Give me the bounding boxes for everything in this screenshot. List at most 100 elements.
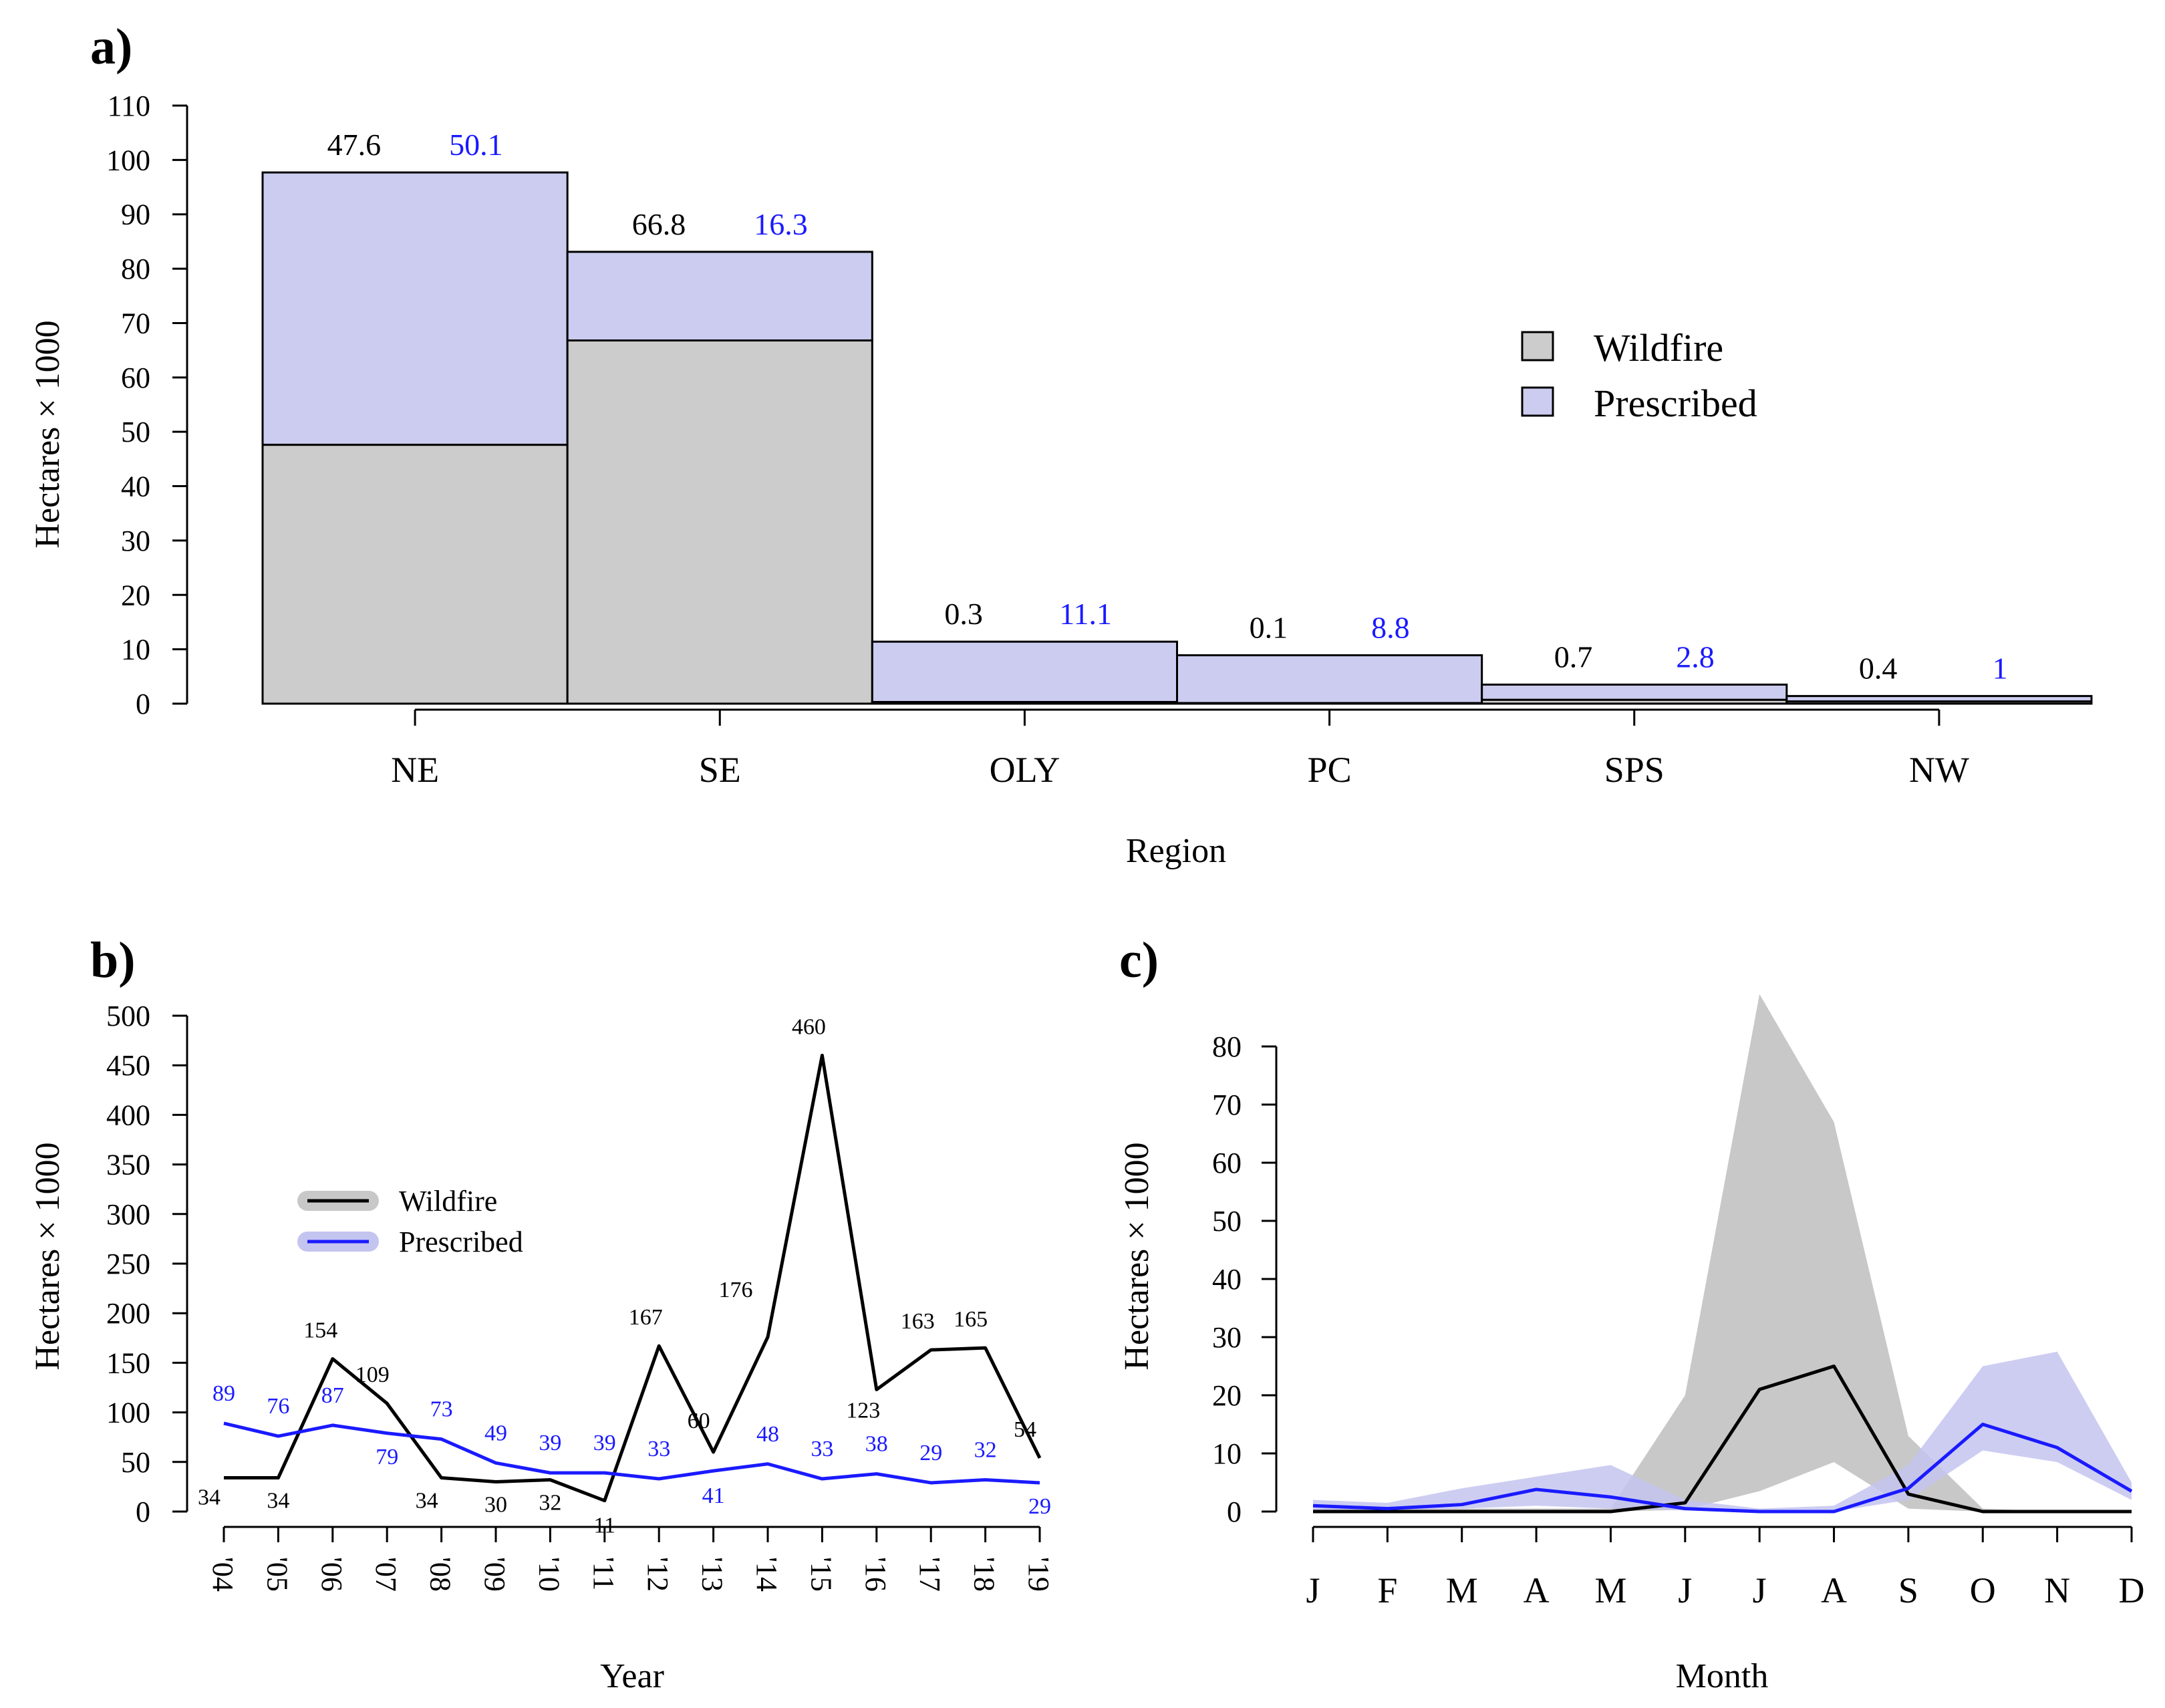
legend-swatch-wildfire <box>1521 331 1554 362</box>
panel-b-x-tick-label: '11 <box>587 1557 620 1590</box>
panel-a-y-tick-label: 70 <box>121 307 150 339</box>
point-label-wildfire: 32 <box>539 1491 561 1516</box>
panel-b-y-tick-label: 50 <box>121 1446 150 1479</box>
panel-b-x-tick-label: '10 <box>533 1557 565 1592</box>
panel-c-y-tick-label: 30 <box>1212 1321 1242 1354</box>
panel-c-x-tick-label: S <box>1898 1570 1918 1610</box>
panel-c-x-tick-label: J <box>1753 1570 1767 1610</box>
panel-b-legend: Wildfire Prescribed <box>297 1185 523 1258</box>
value-label-wildfire-ne: 47.6 <box>327 128 382 162</box>
panel-c-x-tick-label: M <box>1594 1570 1626 1610</box>
panel-b-lines <box>223 1053 1042 1503</box>
panel-b-y-axis: 0 50 100 150 200 250 300 350 400 450 500 <box>106 1000 188 1528</box>
panel-c-x-tick-label: A <box>1821 1570 1847 1610</box>
point-label-wildfire: 34 <box>416 1489 438 1514</box>
value-label-prescribed-pc: 8.8 <box>1371 611 1410 645</box>
band-wildfire <box>1313 994 2132 1512</box>
bar-prescribed-se <box>566 251 873 341</box>
panel-b-y-tick-label: 250 <box>106 1248 150 1280</box>
point-label-prescribed: 32 <box>974 1438 997 1463</box>
value-label-wildfire-nw: 0.4 <box>1859 652 1898 686</box>
legend-label-prescribed: Prescribed <box>1594 382 1757 425</box>
panel-b-y-tick-label: 400 <box>106 1099 150 1131</box>
panel-b-x-axis-title: Year <box>600 1657 664 1695</box>
panel-b-y-tick-label: 350 <box>106 1149 150 1181</box>
panel-b-chart: b) 0 50 100 150 200 250 300 350 400 450 500 '04 '05… <box>29 932 1055 1695</box>
panel-c-x-tick-label: O <box>1970 1570 1996 1610</box>
line-prescribed <box>1312 1423 2133 1514</box>
panel-b-x-tick-label: '14 <box>750 1557 783 1592</box>
panel-a-x-axis-title: Region <box>1126 832 1226 870</box>
value-label-prescribed-sps: 2.8 <box>1676 640 1715 674</box>
panel-c-x-tick-label: M <box>1446 1570 1478 1610</box>
panel-c-label: c) <box>1119 932 1159 988</box>
legend-label-wildfire-b: Wildfire <box>399 1185 497 1218</box>
point-label-prescribed: 89 <box>212 1381 235 1406</box>
panel-a-y-tick-label: 100 <box>106 144 150 176</box>
point-label-wildfire: 34 <box>198 1485 221 1510</box>
panel-c-y-axis: 0 10 20 30 40 50 60 70 80 <box>1212 1030 1278 1528</box>
panel-c-y-tick-label: 40 <box>1212 1263 1242 1296</box>
bar-wildfire-pc <box>1176 702 1483 705</box>
panel-b-x-tick-label: '19 <box>1022 1557 1055 1592</box>
panel-a-y-tick-label: 20 <box>121 579 150 611</box>
bar-prescribed-oly <box>871 640 1179 704</box>
panel-c-x-tick-label: D <box>2119 1570 2145 1610</box>
bar-wildfire-ne <box>261 444 569 705</box>
value-label-prescribed-ne: 50.1 <box>449 128 503 162</box>
panel-b-x-tick-label: '04 <box>206 1557 239 1592</box>
line-prescribed <box>223 1421 1040 1485</box>
panel-a-x-tick-label-nw: NW <box>1909 750 1969 790</box>
point-label-prescribed: 39 <box>593 1431 616 1455</box>
point-label-prescribed: 76 <box>267 1394 289 1419</box>
panel-c-x-axis-title: Month <box>1676 1657 1769 1695</box>
panel-b-x-tick-label: '09 <box>478 1557 511 1592</box>
panel-a-y-tick-label: 40 <box>121 470 150 503</box>
panel-c-y-tick-label: 60 <box>1212 1147 1242 1179</box>
panel-a-y-tick-label: 110 <box>108 90 150 122</box>
panel-b-x-tick-label: '08 <box>424 1557 457 1592</box>
point-label-prescribed: 39 <box>539 1431 561 1455</box>
value-label-prescribed-se: 16.3 <box>754 207 808 241</box>
point-label-prescribed: 49 <box>484 1421 507 1445</box>
point-label-wildfire: 460 <box>792 1014 826 1039</box>
panel-b-y-tick-label: 200 <box>106 1297 150 1330</box>
point-label-prescribed: 33 <box>811 1437 833 1461</box>
panel-a-y-axis: 0 10 20 30 40 50 60 70 80 90 100 110 <box>106 90 188 720</box>
panel-c-y-tick-label: 0 <box>1227 1496 1242 1528</box>
panel-c-x-tick-label: J <box>1306 1570 1320 1610</box>
panel-a-x-tick-label-pc: PC <box>1308 750 1352 790</box>
panel-b-x-tick-label: '16 <box>859 1557 892 1592</box>
panel-b-x-tick-label: '17 <box>913 1557 946 1592</box>
value-label-prescribed-oly: 11.1 <box>1059 597 1112 631</box>
panel-a-label: a) <box>90 19 132 75</box>
panel-a-y-tick-label: 30 <box>121 525 150 557</box>
point-label-prescribed: 29 <box>919 1441 942 1465</box>
panel-c-y-tick-label: 50 <box>1212 1205 1242 1238</box>
panel-b-y-tick-label: 500 <box>106 1000 150 1032</box>
panel-a-chart: a) 47.6 50.1 66.8 16.3 0.3 11.1 0.1 8.8 0.7 2.8 0.… <box>29 19 2093 870</box>
point-label-prescribed: 79 <box>376 1445 398 1469</box>
point-label-wildfire: 30 <box>484 1492 507 1517</box>
panel-b-x-tick-label: '13 <box>696 1557 729 1592</box>
legend-label-wildfire: Wildfire <box>1594 326 1723 370</box>
value-label-wildfire-pc: 0.1 <box>1250 611 1288 645</box>
value-label-wildfire-sps: 0.7 <box>1554 640 1593 674</box>
point-label-wildfire: 54 <box>1014 1417 1036 1442</box>
point-label-prescribed: 87 <box>321 1383 344 1408</box>
point-label-wildfire: 165 <box>954 1307 988 1332</box>
legend-label-prescribed-b: Prescribed <box>399 1226 523 1258</box>
panel-b-x-tick-label: '18 <box>968 1557 1001 1592</box>
line-wildfire <box>1313 1365 2132 1514</box>
panel-c-x-tick-label: A <box>1524 1570 1550 1610</box>
point-label-wildfire: 11 <box>593 1514 615 1538</box>
point-label-wildfire: 123 <box>846 1398 880 1423</box>
bar-wildfire-sps <box>1481 698 1788 705</box>
point-label-prescribed: 38 <box>865 1432 888 1457</box>
panel-c-x-tick-label: J <box>1678 1570 1692 1610</box>
panel-b-x-axis: '04 '05 '06 '07 '08 '09 '10 '11 '12 '13 '14 '15 '16 '… <box>206 1526 1055 1592</box>
panel-b-x-tick-label: '15 <box>805 1557 837 1592</box>
point-label-wildfire: 154 <box>303 1318 337 1342</box>
